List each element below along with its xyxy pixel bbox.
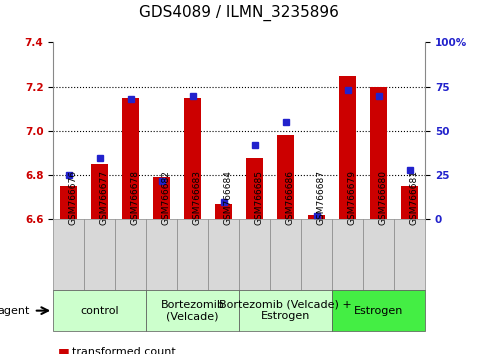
Bar bbox=[239, 219, 270, 290]
Bar bbox=[370, 87, 387, 219]
Bar bbox=[363, 219, 394, 290]
Text: GSM766685: GSM766685 bbox=[255, 170, 264, 225]
Text: control: control bbox=[80, 306, 119, 316]
Text: agent: agent bbox=[0, 306, 30, 316]
Text: GDS4089 / ILMN_3235896: GDS4089 / ILMN_3235896 bbox=[139, 5, 339, 21]
Text: GSM766684: GSM766684 bbox=[224, 170, 233, 225]
Bar bbox=[301, 219, 332, 290]
Bar bbox=[60, 186, 77, 219]
Bar bbox=[208, 219, 239, 290]
Bar bbox=[270, 219, 301, 290]
Text: Bortezomib
(Velcade): Bortezomib (Velcade) bbox=[161, 300, 225, 321]
Text: GSM766676: GSM766676 bbox=[69, 170, 78, 225]
Bar bbox=[394, 219, 425, 290]
Bar bbox=[146, 290, 239, 331]
Text: GSM766678: GSM766678 bbox=[130, 170, 140, 225]
Bar bbox=[277, 135, 294, 219]
Text: GSM766679: GSM766679 bbox=[348, 170, 356, 225]
Text: Estrogen: Estrogen bbox=[354, 306, 403, 316]
Bar bbox=[177, 219, 208, 290]
Text: Bortezomib (Velcade) +
Estrogen: Bortezomib (Velcade) + Estrogen bbox=[219, 300, 352, 321]
Text: GSM766683: GSM766683 bbox=[193, 170, 201, 225]
Text: ■: ■ bbox=[58, 346, 70, 354]
Bar bbox=[401, 186, 418, 219]
Bar bbox=[53, 290, 146, 331]
Text: GSM766686: GSM766686 bbox=[285, 170, 295, 225]
Bar bbox=[246, 158, 263, 219]
Bar bbox=[308, 215, 325, 219]
Text: GSM766687: GSM766687 bbox=[316, 170, 326, 225]
Bar bbox=[91, 164, 108, 219]
Bar bbox=[215, 204, 232, 219]
Text: transformed count: transformed count bbox=[72, 347, 176, 354]
Bar bbox=[53, 219, 84, 290]
Text: GSM766682: GSM766682 bbox=[162, 170, 170, 225]
Bar bbox=[84, 219, 115, 290]
Bar bbox=[184, 98, 201, 219]
Text: GSM766680: GSM766680 bbox=[379, 170, 387, 225]
Bar bbox=[339, 76, 356, 219]
Bar bbox=[332, 290, 425, 331]
Bar bbox=[146, 219, 177, 290]
Bar bbox=[153, 177, 170, 219]
Bar bbox=[115, 219, 146, 290]
Text: GSM766681: GSM766681 bbox=[410, 170, 419, 225]
Bar bbox=[122, 98, 139, 219]
Bar bbox=[332, 219, 363, 290]
Text: GSM766677: GSM766677 bbox=[99, 170, 109, 225]
Bar bbox=[239, 290, 332, 331]
